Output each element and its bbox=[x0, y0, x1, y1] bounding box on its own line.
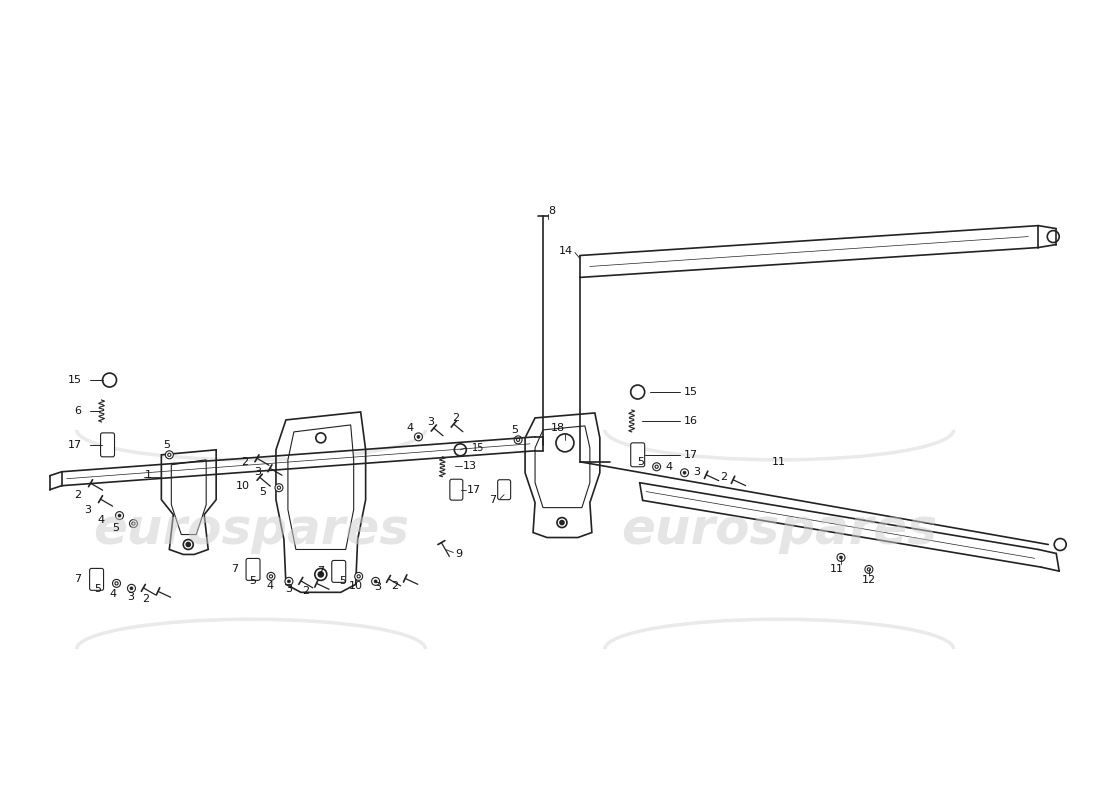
Circle shape bbox=[112, 579, 121, 587]
Circle shape bbox=[415, 433, 422, 441]
Circle shape bbox=[167, 454, 170, 457]
Circle shape bbox=[318, 572, 323, 577]
Text: 17: 17 bbox=[67, 440, 81, 450]
Circle shape bbox=[354, 572, 363, 580]
Text: 1: 1 bbox=[144, 470, 152, 480]
Text: 4: 4 bbox=[267, 582, 274, 591]
Circle shape bbox=[267, 572, 275, 580]
Circle shape bbox=[417, 435, 420, 438]
Circle shape bbox=[116, 512, 123, 519]
Circle shape bbox=[514, 436, 522, 444]
Text: 3: 3 bbox=[693, 466, 701, 477]
Text: 5: 5 bbox=[249, 576, 256, 586]
FancyBboxPatch shape bbox=[100, 433, 114, 457]
Circle shape bbox=[130, 519, 138, 527]
Text: 16: 16 bbox=[683, 416, 697, 426]
Circle shape bbox=[287, 580, 290, 583]
Text: 5: 5 bbox=[163, 440, 169, 450]
Circle shape bbox=[681, 469, 689, 477]
Text: 3: 3 bbox=[285, 584, 292, 594]
Text: 7: 7 bbox=[231, 565, 238, 574]
Circle shape bbox=[275, 484, 283, 492]
Text: 5: 5 bbox=[112, 522, 120, 533]
Text: 4: 4 bbox=[666, 462, 672, 472]
Circle shape bbox=[277, 486, 280, 490]
Circle shape bbox=[839, 556, 843, 559]
Text: 7: 7 bbox=[317, 566, 323, 577]
Text: 5: 5 bbox=[95, 584, 101, 594]
Text: 17: 17 bbox=[468, 485, 482, 494]
Text: 11: 11 bbox=[830, 565, 844, 574]
Circle shape bbox=[683, 471, 686, 474]
Text: 4: 4 bbox=[407, 423, 414, 433]
Text: 7: 7 bbox=[490, 494, 496, 505]
Text: 14: 14 bbox=[559, 246, 573, 255]
Text: 15: 15 bbox=[472, 443, 485, 453]
Text: 5: 5 bbox=[339, 576, 345, 586]
Text: 10: 10 bbox=[236, 481, 250, 490]
Text: 12: 12 bbox=[861, 575, 876, 586]
Text: eurospares: eurospares bbox=[94, 506, 409, 554]
Text: 2: 2 bbox=[452, 413, 459, 423]
Circle shape bbox=[837, 554, 845, 562]
FancyBboxPatch shape bbox=[630, 443, 645, 466]
Text: 2: 2 bbox=[301, 586, 309, 596]
Text: 7: 7 bbox=[75, 574, 81, 584]
Text: 15: 15 bbox=[683, 387, 697, 397]
Text: 4: 4 bbox=[98, 514, 104, 525]
Text: 2: 2 bbox=[75, 490, 81, 500]
Circle shape bbox=[165, 451, 174, 458]
Circle shape bbox=[118, 514, 121, 517]
Text: 9: 9 bbox=[455, 550, 462, 559]
Text: eurospares: eurospares bbox=[621, 506, 937, 554]
Circle shape bbox=[865, 566, 873, 574]
Circle shape bbox=[652, 462, 661, 470]
Circle shape bbox=[285, 578, 293, 586]
Text: 17: 17 bbox=[683, 450, 697, 460]
Circle shape bbox=[374, 580, 377, 583]
FancyBboxPatch shape bbox=[497, 480, 510, 500]
Circle shape bbox=[867, 568, 870, 571]
Text: 8: 8 bbox=[548, 206, 556, 216]
Polygon shape bbox=[172, 460, 206, 534]
Text: 10: 10 bbox=[349, 582, 363, 591]
Circle shape bbox=[270, 574, 273, 578]
Text: 2: 2 bbox=[392, 582, 398, 591]
Text: 3: 3 bbox=[85, 505, 91, 514]
Text: 6: 6 bbox=[75, 406, 81, 416]
Text: 4: 4 bbox=[109, 590, 117, 599]
Circle shape bbox=[372, 578, 379, 586]
Text: 5: 5 bbox=[258, 486, 266, 497]
Circle shape bbox=[114, 582, 118, 585]
Circle shape bbox=[186, 542, 190, 546]
Polygon shape bbox=[288, 425, 354, 550]
Text: 5: 5 bbox=[512, 425, 518, 435]
Circle shape bbox=[130, 587, 133, 590]
Circle shape bbox=[654, 465, 658, 468]
Text: 13: 13 bbox=[463, 461, 477, 470]
Text: 18: 18 bbox=[551, 423, 565, 433]
Text: 2: 2 bbox=[720, 472, 727, 482]
Text: 3: 3 bbox=[128, 592, 134, 602]
FancyBboxPatch shape bbox=[332, 561, 345, 582]
Circle shape bbox=[560, 521, 564, 525]
Circle shape bbox=[358, 574, 361, 578]
Text: 3: 3 bbox=[375, 582, 382, 592]
FancyBboxPatch shape bbox=[450, 479, 463, 500]
Text: 2: 2 bbox=[241, 457, 249, 466]
Polygon shape bbox=[535, 426, 590, 508]
Circle shape bbox=[128, 584, 135, 592]
Text: 11: 11 bbox=[772, 457, 786, 466]
Text: 15: 15 bbox=[67, 375, 81, 385]
Text: 3: 3 bbox=[254, 466, 261, 477]
Text: 2: 2 bbox=[142, 594, 150, 604]
Text: 5: 5 bbox=[638, 457, 645, 466]
Circle shape bbox=[132, 522, 135, 525]
FancyBboxPatch shape bbox=[89, 569, 103, 590]
Text: 3: 3 bbox=[427, 417, 433, 427]
FancyBboxPatch shape bbox=[246, 558, 260, 580]
Circle shape bbox=[517, 438, 519, 442]
